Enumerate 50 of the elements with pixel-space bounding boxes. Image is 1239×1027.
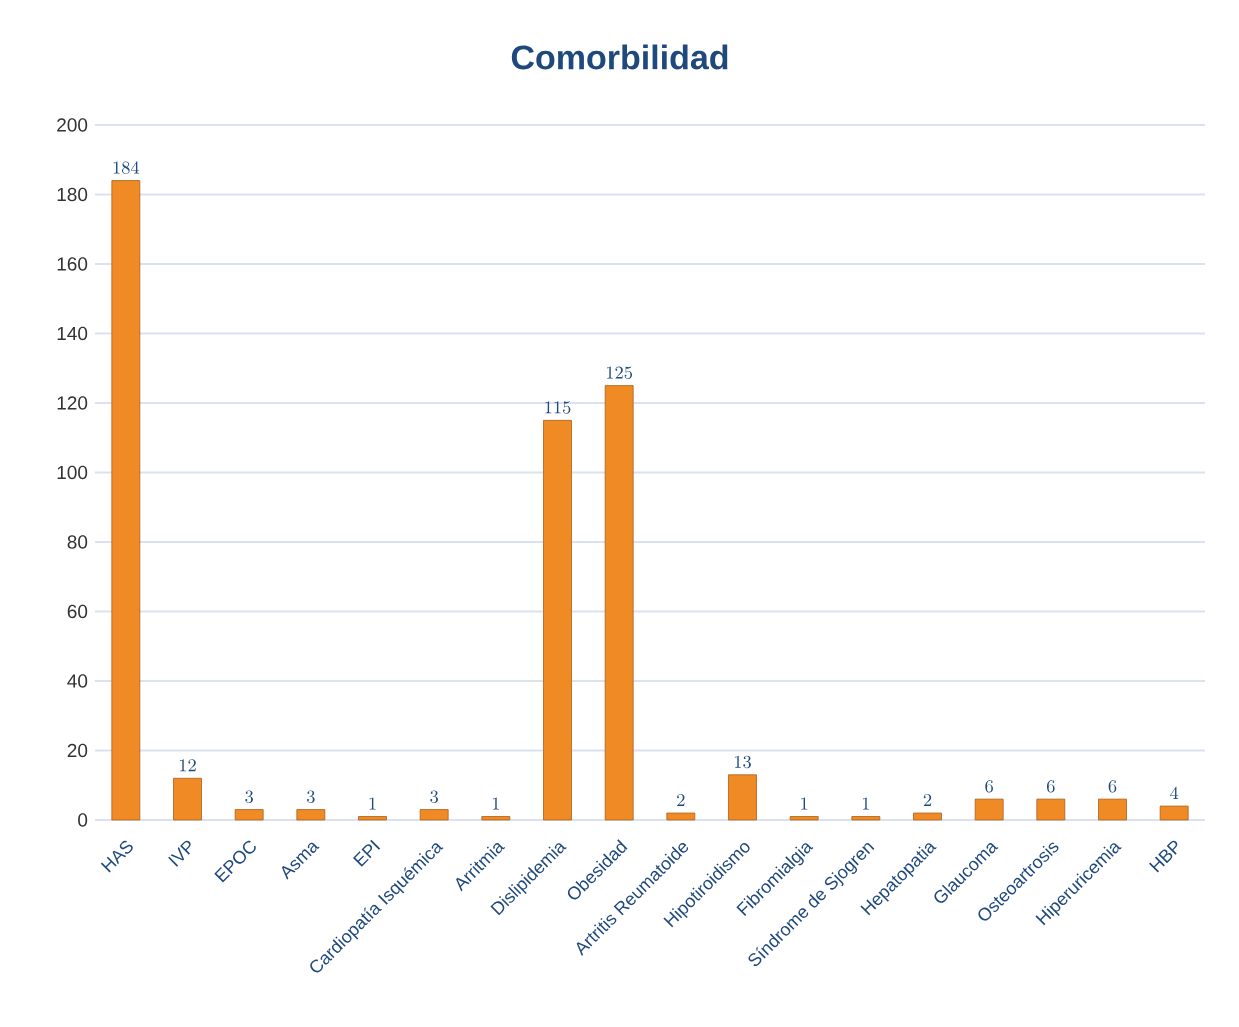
y-tick-label: 0 (78, 813, 88, 827)
data-label: 125 (606, 366, 633, 379)
bar (851, 816, 881, 821)
data-label: 6 (985, 780, 994, 793)
data-label: 4 (1170, 786, 1179, 800)
data-label: 3 (430, 790, 439, 803)
bar (111, 180, 141, 821)
data-label: 184 (113, 161, 140, 174)
bar (1036, 798, 1066, 821)
chart-title: Comorbilidad (511, 44, 728, 70)
bar (1159, 805, 1189, 821)
data-label: 1 (492, 797, 499, 810)
x-tick-label: IVP (168, 840, 191, 867)
y-tick-label: 200 (57, 118, 88, 132)
data-label: 6 (1108, 780, 1117, 793)
y-tick-label: 100 (57, 465, 88, 480)
bar (296, 809, 326, 821)
bar (234, 809, 264, 821)
bar (481, 816, 511, 821)
bar (358, 816, 387, 821)
data-label: 6 (1046, 780, 1055, 793)
bar (974, 798, 1004, 821)
data-label: 1 (862, 797, 869, 810)
x-tick-label: EPI (353, 839, 381, 867)
bar (419, 809, 449, 821)
data-label: 13 (734, 755, 751, 769)
data-label: 115 (545, 401, 571, 414)
data-label: 3 (245, 790, 254, 803)
bar (666, 812, 696, 821)
y-tick-label: 180 (57, 187, 88, 202)
bar (1098, 798, 1127, 821)
data-label: 3 (306, 790, 315, 803)
y-tick-label: 160 (57, 257, 88, 271)
data-label: 1 (801, 797, 808, 810)
y-tick-label: 140 (57, 326, 88, 341)
data-label: 2 (677, 793, 685, 806)
bar (543, 419, 572, 821)
y-tick-label: 20 (67, 743, 88, 758)
bar (913, 812, 942, 821)
y-tick-label: 60 (67, 604, 88, 619)
bar (728, 774, 757, 821)
bar (173, 777, 202, 821)
y-tick-label: 40 (67, 674, 88, 688)
y-tick-label: 120 (57, 396, 88, 410)
data-label: 1 (369, 797, 376, 810)
y-tick-label: 80 (67, 535, 88, 549)
bar (604, 385, 634, 821)
bar (789, 816, 819, 821)
data-label: 12 (179, 759, 196, 772)
data-label: 2 (923, 793, 932, 806)
